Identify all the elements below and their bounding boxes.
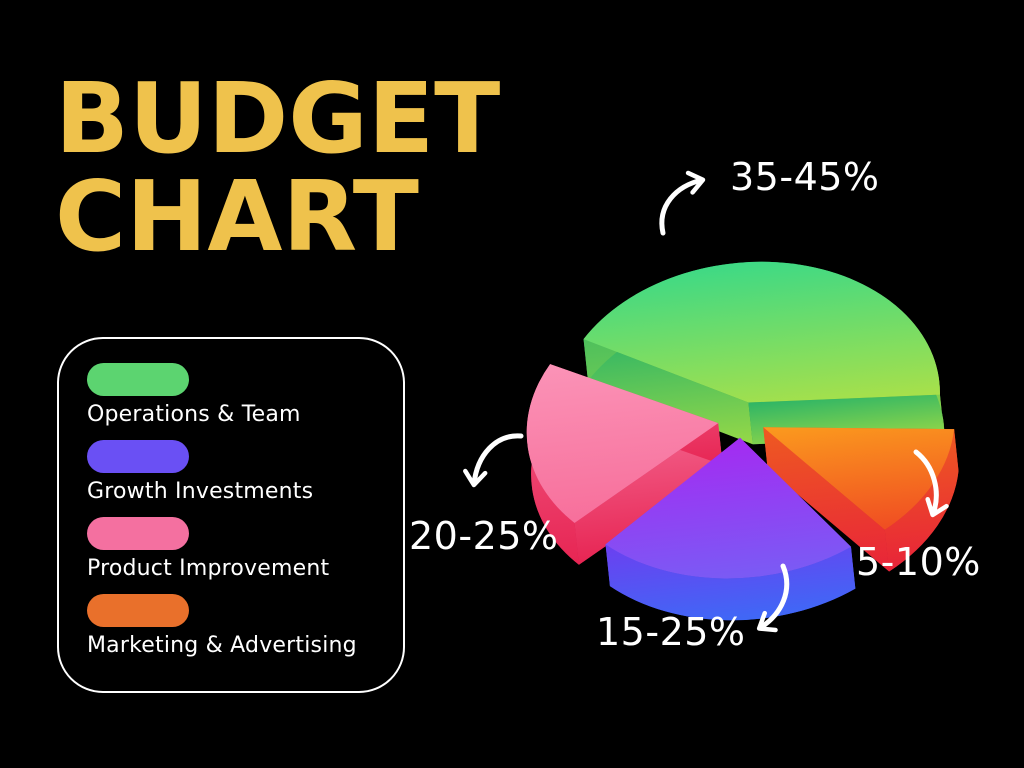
legend-item-product-improvement: Product Improvement (87, 517, 403, 580)
pie-slice-face (740, 437, 856, 589)
arrow-to-operations-team-label (659, 170, 706, 236)
pie-slice-face (763, 427, 959, 471)
slice-value-label-operations-team: 35-45% (730, 155, 880, 199)
legend-item-marketing-advertising: Marketing & Advertising (87, 594, 403, 657)
legend-item-growth-investments: Growth Investments (87, 440, 403, 503)
pie-slice-face (574, 423, 723, 565)
arrow-to-growth-investments-label (756, 563, 790, 633)
pie-slice-growth-investments (605, 437, 856, 621)
pie-slice-face (763, 427, 955, 530)
pie-slice-face (605, 437, 745, 587)
pie-slice-face (550, 364, 723, 465)
legend-label: Operations & Team (87, 402, 301, 427)
pie-slice-face (605, 437, 851, 579)
page-title: BUDGET CHART (55, 70, 500, 266)
legend-box: Operations & Team Growth Investments Pro… (57, 337, 405, 693)
pie-slice-face (583, 261, 940, 403)
pie-slice-face (583, 261, 945, 437)
arrow-to-product-improvement-label (463, 433, 524, 488)
legend-swatch-product-improvement (87, 517, 189, 550)
pie-slice-face (526, 364, 719, 523)
legend-swatch-operations-team (87, 363, 189, 396)
legend-label: Growth Investments (87, 479, 314, 504)
pie-slice-face (583, 339, 753, 445)
slice-value-label-marketing-advertising: 5-10% (856, 540, 981, 584)
title-line-2: CHART (55, 160, 419, 273)
slice-value-label-product-improvement: 20-25% (409, 514, 559, 558)
pie-slice-face (748, 394, 945, 445)
title-line-1: BUDGET (55, 62, 501, 175)
arrow-to-marketing-advertising-label (913, 449, 949, 518)
legend-label: Product Improvement (87, 556, 330, 581)
legend-label: Marketing & Advertising (87, 633, 357, 658)
pie-slice-face (587, 303, 945, 445)
pie-slice-operations-team (583, 261, 945, 445)
legend-swatch-growth-investments (87, 440, 189, 473)
legend-swatch-marketing-advertising (87, 594, 189, 627)
legend-item-operations-team: Operations & Team (87, 363, 403, 426)
slice-value-label-growth-investments: 15-25% (596, 610, 746, 654)
